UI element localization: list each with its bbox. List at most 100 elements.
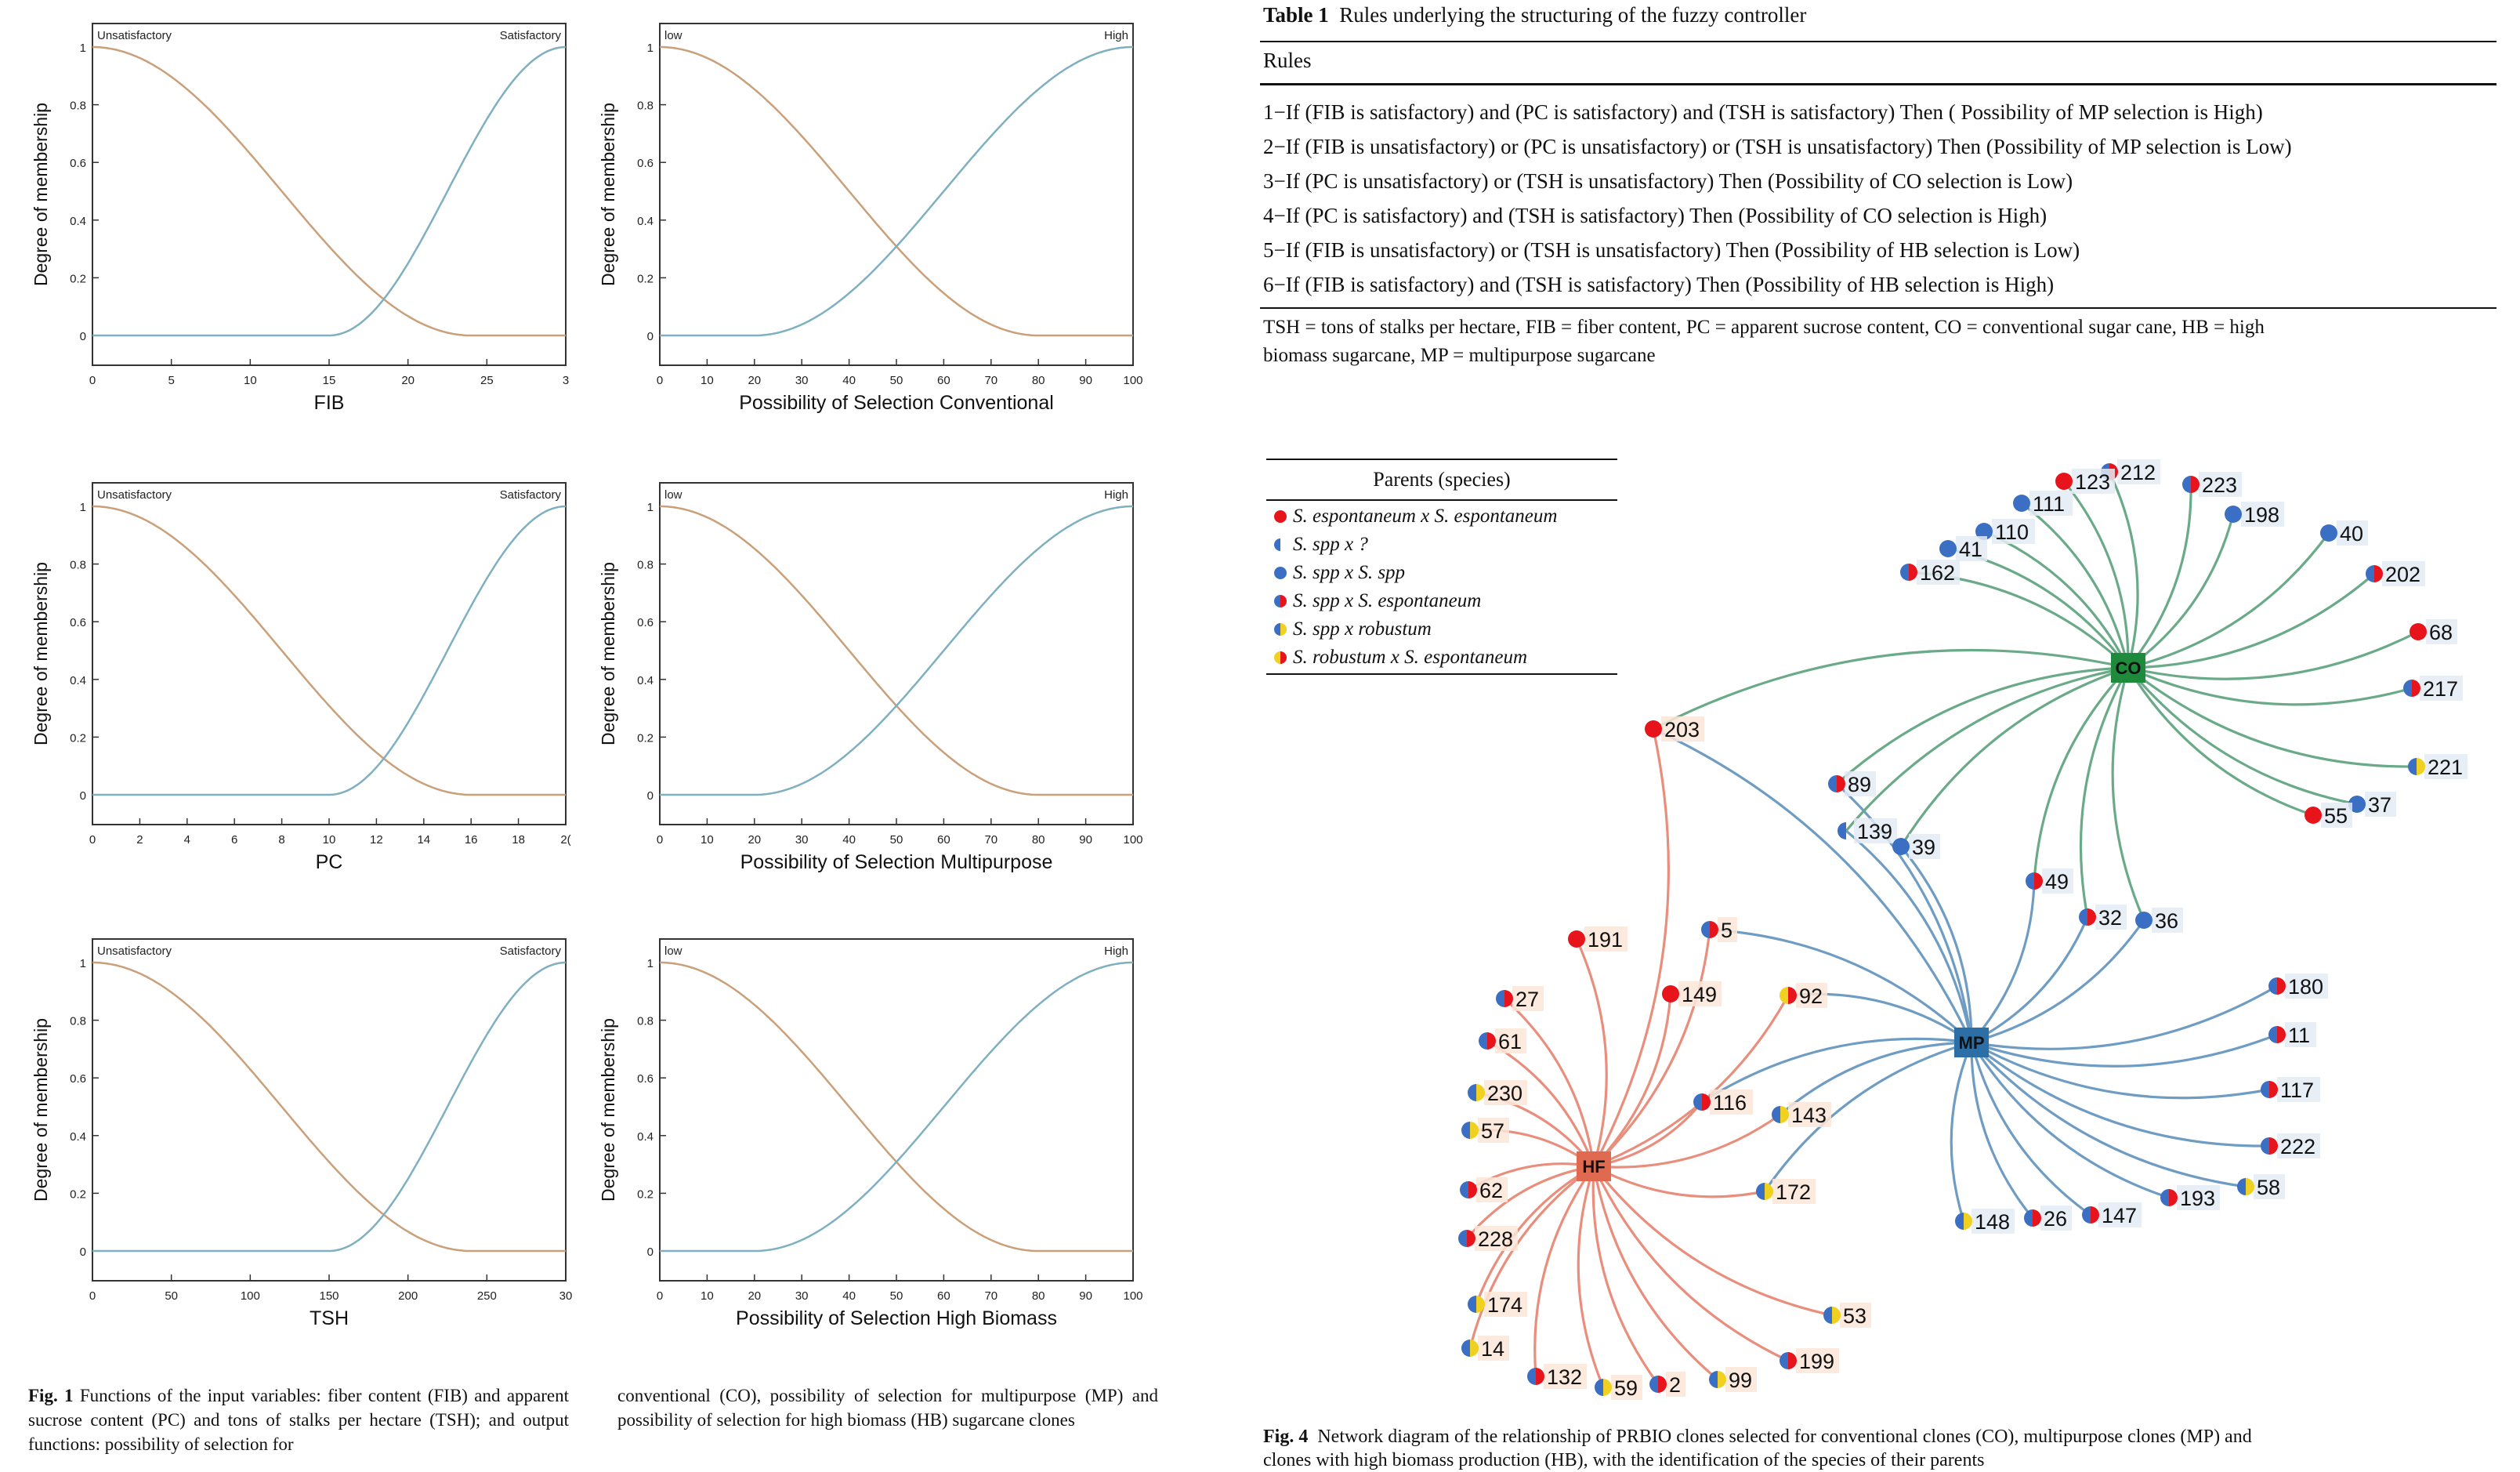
fig4-caption-line1: Fig. 4 Network diagram of the relationsh… [1263,1425,2252,1448]
node-label: 199 [1799,1350,1834,1373]
node-label-bg [1710,1089,1753,1115]
node-label-bg [2365,792,2396,817]
right-term-label: Satisfactory [500,29,562,42]
node-marker [1274,623,1287,636]
node-marker [1900,564,1917,581]
x-tick-label: 40 [842,1289,856,1303]
x-tick-label: 80 [1032,833,1045,847]
node-label: 2 [1669,1373,1681,1397]
node-label: 180 [2288,975,2323,999]
node-label-bg [1478,1118,1509,1143]
y-axis-label: Degree of membership [31,1018,51,1202]
y-axis-label: Degree of membership [598,103,618,286]
clone-node-222: 222 [2261,1133,2320,1158]
y-tick-label: 0.4 [637,674,654,687]
node-label-bg [2072,469,2115,494]
node-marker [1892,838,1910,855]
clone-node-223: 223 [2182,472,2242,497]
node-label-bg [2042,868,2073,894]
y-tick-label: 1 [80,501,86,514]
legend-swatch [1274,567,1287,579]
legend-item: S. spp x robustum [1273,618,1432,640]
node-marker [1780,1352,1797,1369]
node-marker [2055,473,2073,490]
x-tick-label: 100 [1123,374,1142,387]
node-marker [1823,1307,1841,1324]
x-axis-label: Possibility of Selection Conventional [739,392,1054,414]
clone-node-62: 62 [1460,1177,1508,1202]
node-label-bg [1584,926,1628,952]
panel-frame [659,482,1134,825]
table1-rule-4: 4−If (PC is satisfactory) and (TSH is sa… [1263,204,2048,227]
table1-header: Rules [1263,49,1312,72]
edge-co-40 [2127,532,2330,669]
clone-node-199: 199 [1780,1348,1839,1373]
node-label-bg [2098,1202,2142,1227]
clone-node-202: 202 [2366,561,2425,586]
clone-node-89: 89 [1828,771,1876,796]
clone-node-149: 149 [1662,981,1722,1006]
node-marker [1772,1106,1789,1123]
node-label: 172 [1776,1180,1811,1204]
node-marker [1458,1230,1475,1247]
node-marker [2135,912,2152,929]
y-tick-label: 1 [647,501,654,514]
node-label-bg [1725,1367,1757,1392]
node-marker [2237,1178,2254,1195]
node-label-bg [2277,1133,2320,1158]
x-tick-label: 0 [89,374,96,387]
x-tick-label: 50 [165,1289,178,1303]
node-marker [2082,1206,2099,1224]
node-marker [2182,476,2200,493]
node-marker [1939,540,1957,557]
node-marker [1780,987,1797,1004]
left-term-label: low [664,29,682,42]
node-marker [2261,1081,2278,1098]
y-tick-label: 1 [647,42,654,55]
left-term-label: low [664,944,682,958]
left-term-label: Unsatisfactory [97,29,172,42]
x-tick-label: 100 [241,1289,260,1303]
edge-hf-191 [1575,938,1608,1167]
x-tick-label: 12 [370,833,383,847]
decreasing-membership-curve [92,505,566,796]
node-label: 89 [1848,773,1871,796]
legend-item: S. espontaneum x S. espontaneum [1273,506,1557,528]
clone-node-26: 26 [2024,1206,2072,1231]
x-tick-label: 60 [937,833,950,847]
table1-note-line2: biomass sugarcane, MP = multipurpose sug… [1263,345,1656,366]
clone-node-27: 27 [1496,986,1544,1011]
clone-node-172: 172 [1756,1179,1816,1204]
node-label: 39 [1912,836,1935,859]
clone-node-55: 55 [2305,803,2352,828]
table1: Table 1 Rules underlying the structuring… [1260,0,2498,376]
node-label: 11 [2288,1024,2310,1047]
x-tick-label: 50 [890,374,903,387]
x-tick-label: 30 [559,1289,573,1303]
x-tick-label: 4 [184,833,190,847]
x-tick-label: 50 [890,1289,903,1303]
hub-hf: HF [1577,1151,1611,1181]
edge-co-217 [2127,666,2413,706]
node-label: 92 [1799,984,1823,1008]
y-tick-label: 0 [80,330,86,343]
node-label-bg [1796,1348,1839,1373]
clone-node-193: 193 [2160,1185,2220,1210]
legend-item: S. spp x S. spp [1273,562,1405,584]
legend-label: S. robustum x S. espontaneum [1293,647,1528,668]
right-term-label: Satisfactory [500,944,562,958]
edge-mp-36 [1971,919,2145,1044]
node-label-bg [1478,1336,1509,1361]
x-tick-label: 8 [278,833,284,847]
y-tick-label: 0.6 [637,1072,654,1086]
clone-node-148: 148 [1955,1209,2015,1234]
node-label-bg [2029,491,2073,516]
edge-co-123 [2062,480,2130,669]
node-label-bg [1484,1292,1527,1317]
node-marker [2268,1026,2286,1043]
node-label-bg [2199,472,2242,497]
hub-box [1954,1028,1989,1057]
y-tick-label: 1 [80,957,86,970]
edge-mp-49 [1970,880,2036,1044]
edge-mp-116 [1701,1037,1972,1104]
